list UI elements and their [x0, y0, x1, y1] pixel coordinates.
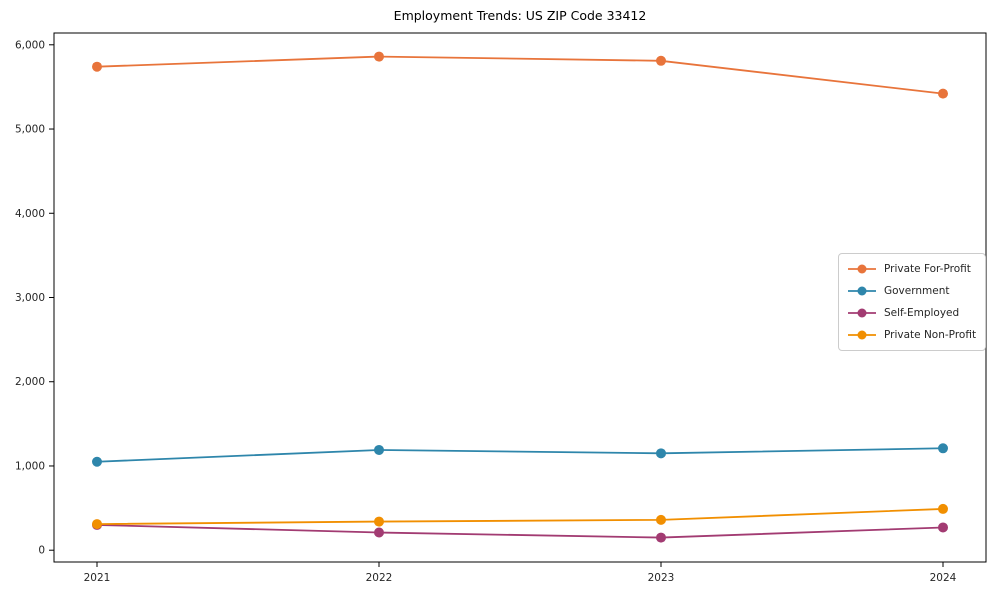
data-point-private-for-profit-2023 [656, 55, 666, 66]
legend-label: Private For-Profit [884, 263, 971, 275]
series-line-private-for-profit [96, 55, 944, 95]
y-tick-label: 1,000 [15, 460, 45, 472]
legend-item-private-for-profit: Private For-Profit [847, 261, 976, 277]
series-line-private-non-profit [96, 508, 944, 525]
x-tick-label: 2022 [366, 572, 393, 584]
data-point-private-for-profit-2024 [938, 88, 948, 99]
legend-label: Self-Employed [884, 307, 960, 319]
data-point-government-2022 [374, 444, 384, 455]
data-point-private-for-profit-2022 [374, 51, 384, 62]
data-point-government-2021 [92, 456, 102, 467]
y-tick-label: 6,000 [15, 39, 45, 51]
data-point-private-non-profit-2022 [374, 516, 384, 527]
x-tick-label: 2023 [648, 572, 675, 584]
data-point-private-for-profit-2021 [92, 61, 102, 72]
data-point-government-2023 [656, 448, 666, 459]
chart-title: Employment Trends: US ZIP Code 33412 [393, 8, 647, 23]
series-line-government [96, 447, 944, 463]
data-point-self-employed-2023 [656, 532, 666, 543]
legend-label: Government [884, 285, 950, 297]
y-tick-label: 3,000 [15, 292, 45, 304]
y-tick-label: 5,000 [15, 124, 45, 136]
legend-label: Private Non-Profit [884, 329, 977, 341]
legend: Private For-Profit Government Self-Employe… [838, 253, 987, 351]
x-tick-label: 2024 [930, 572, 957, 584]
y-tick-label: 0 [38, 545, 45, 557]
legend-marker-icon [848, 330, 876, 340]
data-point-self-employed-2024 [938, 522, 948, 533]
y-tick-label: 2,000 [15, 376, 45, 388]
legend-marker-icon [848, 286, 876, 296]
legend-item-self-employed: Self-Employed [847, 305, 976, 321]
legend-marker-icon [848, 264, 876, 274]
x-tick-label: 2021 [84, 572, 111, 584]
legend-item-private-non-profit: Private Non-Profit [847, 327, 976, 343]
data-point-self-employed-2022 [374, 527, 384, 538]
data-point-private-non-profit-2024 [938, 503, 948, 514]
data-point-government-2024 [938, 443, 948, 454]
data-point-private-non-profit-2021 [92, 519, 102, 530]
y-tick-label: 4,000 [15, 208, 45, 220]
series-line-self-employed [96, 524, 944, 539]
legend-marker-icon [848, 308, 876, 318]
legend-item-government: Government [847, 283, 976, 299]
data-point-private-non-profit-2023 [656, 514, 666, 525]
